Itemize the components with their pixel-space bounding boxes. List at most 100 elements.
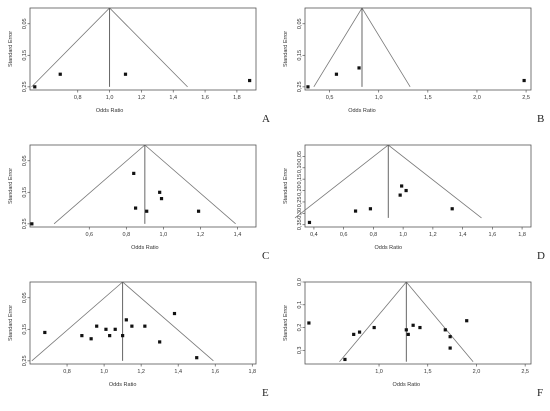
funnel-plot-c-svg: 0,6 0,8 1,0 1,2 1,4 0,05 0,15 0,25 Odds Ratio Sta… bbox=[8, 144, 257, 251]
study-point bbox=[307, 220, 312, 225]
panel-letter-d: D bbox=[537, 250, 545, 262]
plot-area bbox=[304, 144, 532, 228]
plot-area bbox=[29, 281, 257, 365]
panel-letter-c: C bbox=[262, 250, 270, 262]
y-tick-label: 0,0 bbox=[297, 278, 303, 286]
study-point bbox=[352, 332, 356, 336]
y-tick-label: 0,05 bbox=[297, 151, 303, 162]
x-tick-label: 1,6 bbox=[211, 369, 219, 375]
study-point bbox=[108, 334, 112, 338]
y-axis-label: Standard Error bbox=[8, 168, 14, 204]
x-tick-label: 1,6 bbox=[489, 232, 497, 238]
study-point bbox=[368, 207, 373, 211]
x-tick-label: 1,2 bbox=[197, 232, 205, 238]
study-point bbox=[450, 207, 454, 211]
y-axis-label: Standard Error bbox=[283, 305, 289, 341]
study-point bbox=[33, 85, 37, 89]
x-tick-label: 0,5 bbox=[326, 95, 334, 101]
study-point bbox=[43, 330, 47, 335]
panel-letter-f: F bbox=[537, 387, 544, 399]
study-point bbox=[130, 324, 134, 328]
study-point bbox=[357, 66, 361, 70]
x-tick-label: 1,5 bbox=[424, 369, 432, 375]
study-point bbox=[30, 222, 34, 226]
plot-area bbox=[29, 7, 257, 91]
y-tick-label: 0,25 bbox=[22, 355, 28, 366]
study-point bbox=[133, 206, 138, 210]
x-tick-label: 0,8 bbox=[370, 232, 378, 238]
x-axis-label: Odds Ratio bbox=[393, 382, 421, 388]
y-tick-label: 0,25 bbox=[297, 81, 303, 92]
x-axis-label: Odds Ratio bbox=[96, 108, 124, 114]
x-tick-label: 2,0 bbox=[473, 95, 481, 101]
study-point bbox=[398, 193, 402, 197]
x-tick-label: 1,8 bbox=[248, 369, 256, 375]
y-tick-label: 0,05 bbox=[22, 292, 28, 303]
y-tick-label: 0,3 bbox=[297, 347, 303, 355]
study-point bbox=[411, 323, 415, 327]
y-tick-label: 0,25 bbox=[22, 81, 28, 92]
study-point bbox=[404, 188, 408, 193]
x-axis-label: Odds Ratio bbox=[348, 108, 376, 114]
x-tick-label: 1,0 bbox=[100, 369, 108, 375]
y-tick-label: 0,05 bbox=[297, 18, 303, 29]
funnel-plot-f-svg: 1,0 1,5 2,0 2,5 0,0 0,1 0,2 0,3 Odds Ratio Standa… bbox=[283, 278, 532, 388]
y-axis-label: Standard Error bbox=[8, 305, 14, 341]
x-tick-label: 1,0 bbox=[106, 95, 114, 101]
funnel-plot-b-svg: 0,5 1,0 1,5 2,0 2,5 0,05 0,15 0,25 Odds Ratio Sta… bbox=[283, 7, 532, 114]
study-point bbox=[159, 197, 164, 201]
study-point bbox=[121, 334, 125, 338]
y-tick-label: 0,05 bbox=[22, 155, 28, 166]
x-tick-label: 1,0 bbox=[375, 369, 383, 375]
y-tick-label: 0,35 bbox=[297, 219, 303, 230]
x-tick-label: 1,4 bbox=[234, 232, 242, 238]
funnel-plot-f: 1,0 1,5 2,0 2,5 0,0 0,1 0,2 0,3 Odds Ratio Standa… bbox=[275, 274, 550, 411]
x-tick-label: 1,6 bbox=[201, 95, 209, 101]
x-tick-label: 0,8 bbox=[63, 369, 71, 375]
study-point bbox=[196, 209, 201, 213]
study-point bbox=[357, 330, 362, 334]
study-point bbox=[124, 318, 128, 322]
x-tick-label: 0,6 bbox=[85, 232, 93, 238]
x-tick-label: 0,6 bbox=[340, 232, 348, 238]
study-point bbox=[522, 78, 526, 83]
study-point bbox=[132, 171, 136, 175]
study-point bbox=[58, 72, 62, 76]
y-tick-label: 0,10 bbox=[297, 162, 303, 173]
study-point bbox=[195, 356, 199, 360]
x-axis-label: Odds Ratio bbox=[131, 245, 159, 251]
x-tick-label: 1,8 bbox=[518, 232, 526, 238]
x-tick-label: 1,4 bbox=[174, 369, 182, 375]
study-point bbox=[113, 327, 117, 331]
x-tick-label: 1,5 bbox=[424, 95, 432, 101]
study-point bbox=[158, 190, 162, 194]
y-tick-label: 0,15 bbox=[297, 50, 303, 61]
x-tick-label: 1,0 bbox=[375, 95, 383, 101]
x-tick-label: 1,2 bbox=[138, 95, 146, 101]
study-point bbox=[448, 346, 452, 350]
x-tick-label: 1,0 bbox=[160, 232, 168, 238]
study-point bbox=[248, 78, 252, 83]
study-point bbox=[104, 327, 108, 331]
plot-area bbox=[304, 281, 532, 365]
panel-letter-b: B bbox=[537, 113, 545, 125]
study-point bbox=[448, 335, 452, 339]
x-axis-label: Odds Ratio bbox=[109, 382, 137, 388]
plot-area bbox=[304, 7, 532, 91]
funnel-plot-e-svg: 0,8 1,0 1,2 1,4 1,6 1,8 0,05 0,15 0,25 Odds Ratio… bbox=[8, 281, 257, 388]
study-point bbox=[95, 324, 99, 328]
y-tick-label: 0,15 bbox=[22, 50, 28, 61]
study-point bbox=[80, 334, 84, 338]
study-point bbox=[406, 332, 410, 336]
plot-area bbox=[29, 144, 257, 228]
study-point bbox=[306, 85, 310, 89]
x-tick-label: 2,5 bbox=[521, 369, 529, 375]
study-point bbox=[334, 72, 339, 76]
x-tick-label: 2,5 bbox=[522, 95, 530, 101]
study-point bbox=[418, 325, 422, 330]
panel-letter-e: E bbox=[262, 387, 269, 399]
funnel-plot-e: 0,8 1,0 1,2 1,4 1,6 1,8 0,05 0,15 0,25 Odds Ratio… bbox=[0, 274, 275, 411]
study-point bbox=[89, 337, 93, 341]
study-point bbox=[172, 311, 177, 316]
y-tick-label: 0,2 bbox=[297, 324, 303, 332]
